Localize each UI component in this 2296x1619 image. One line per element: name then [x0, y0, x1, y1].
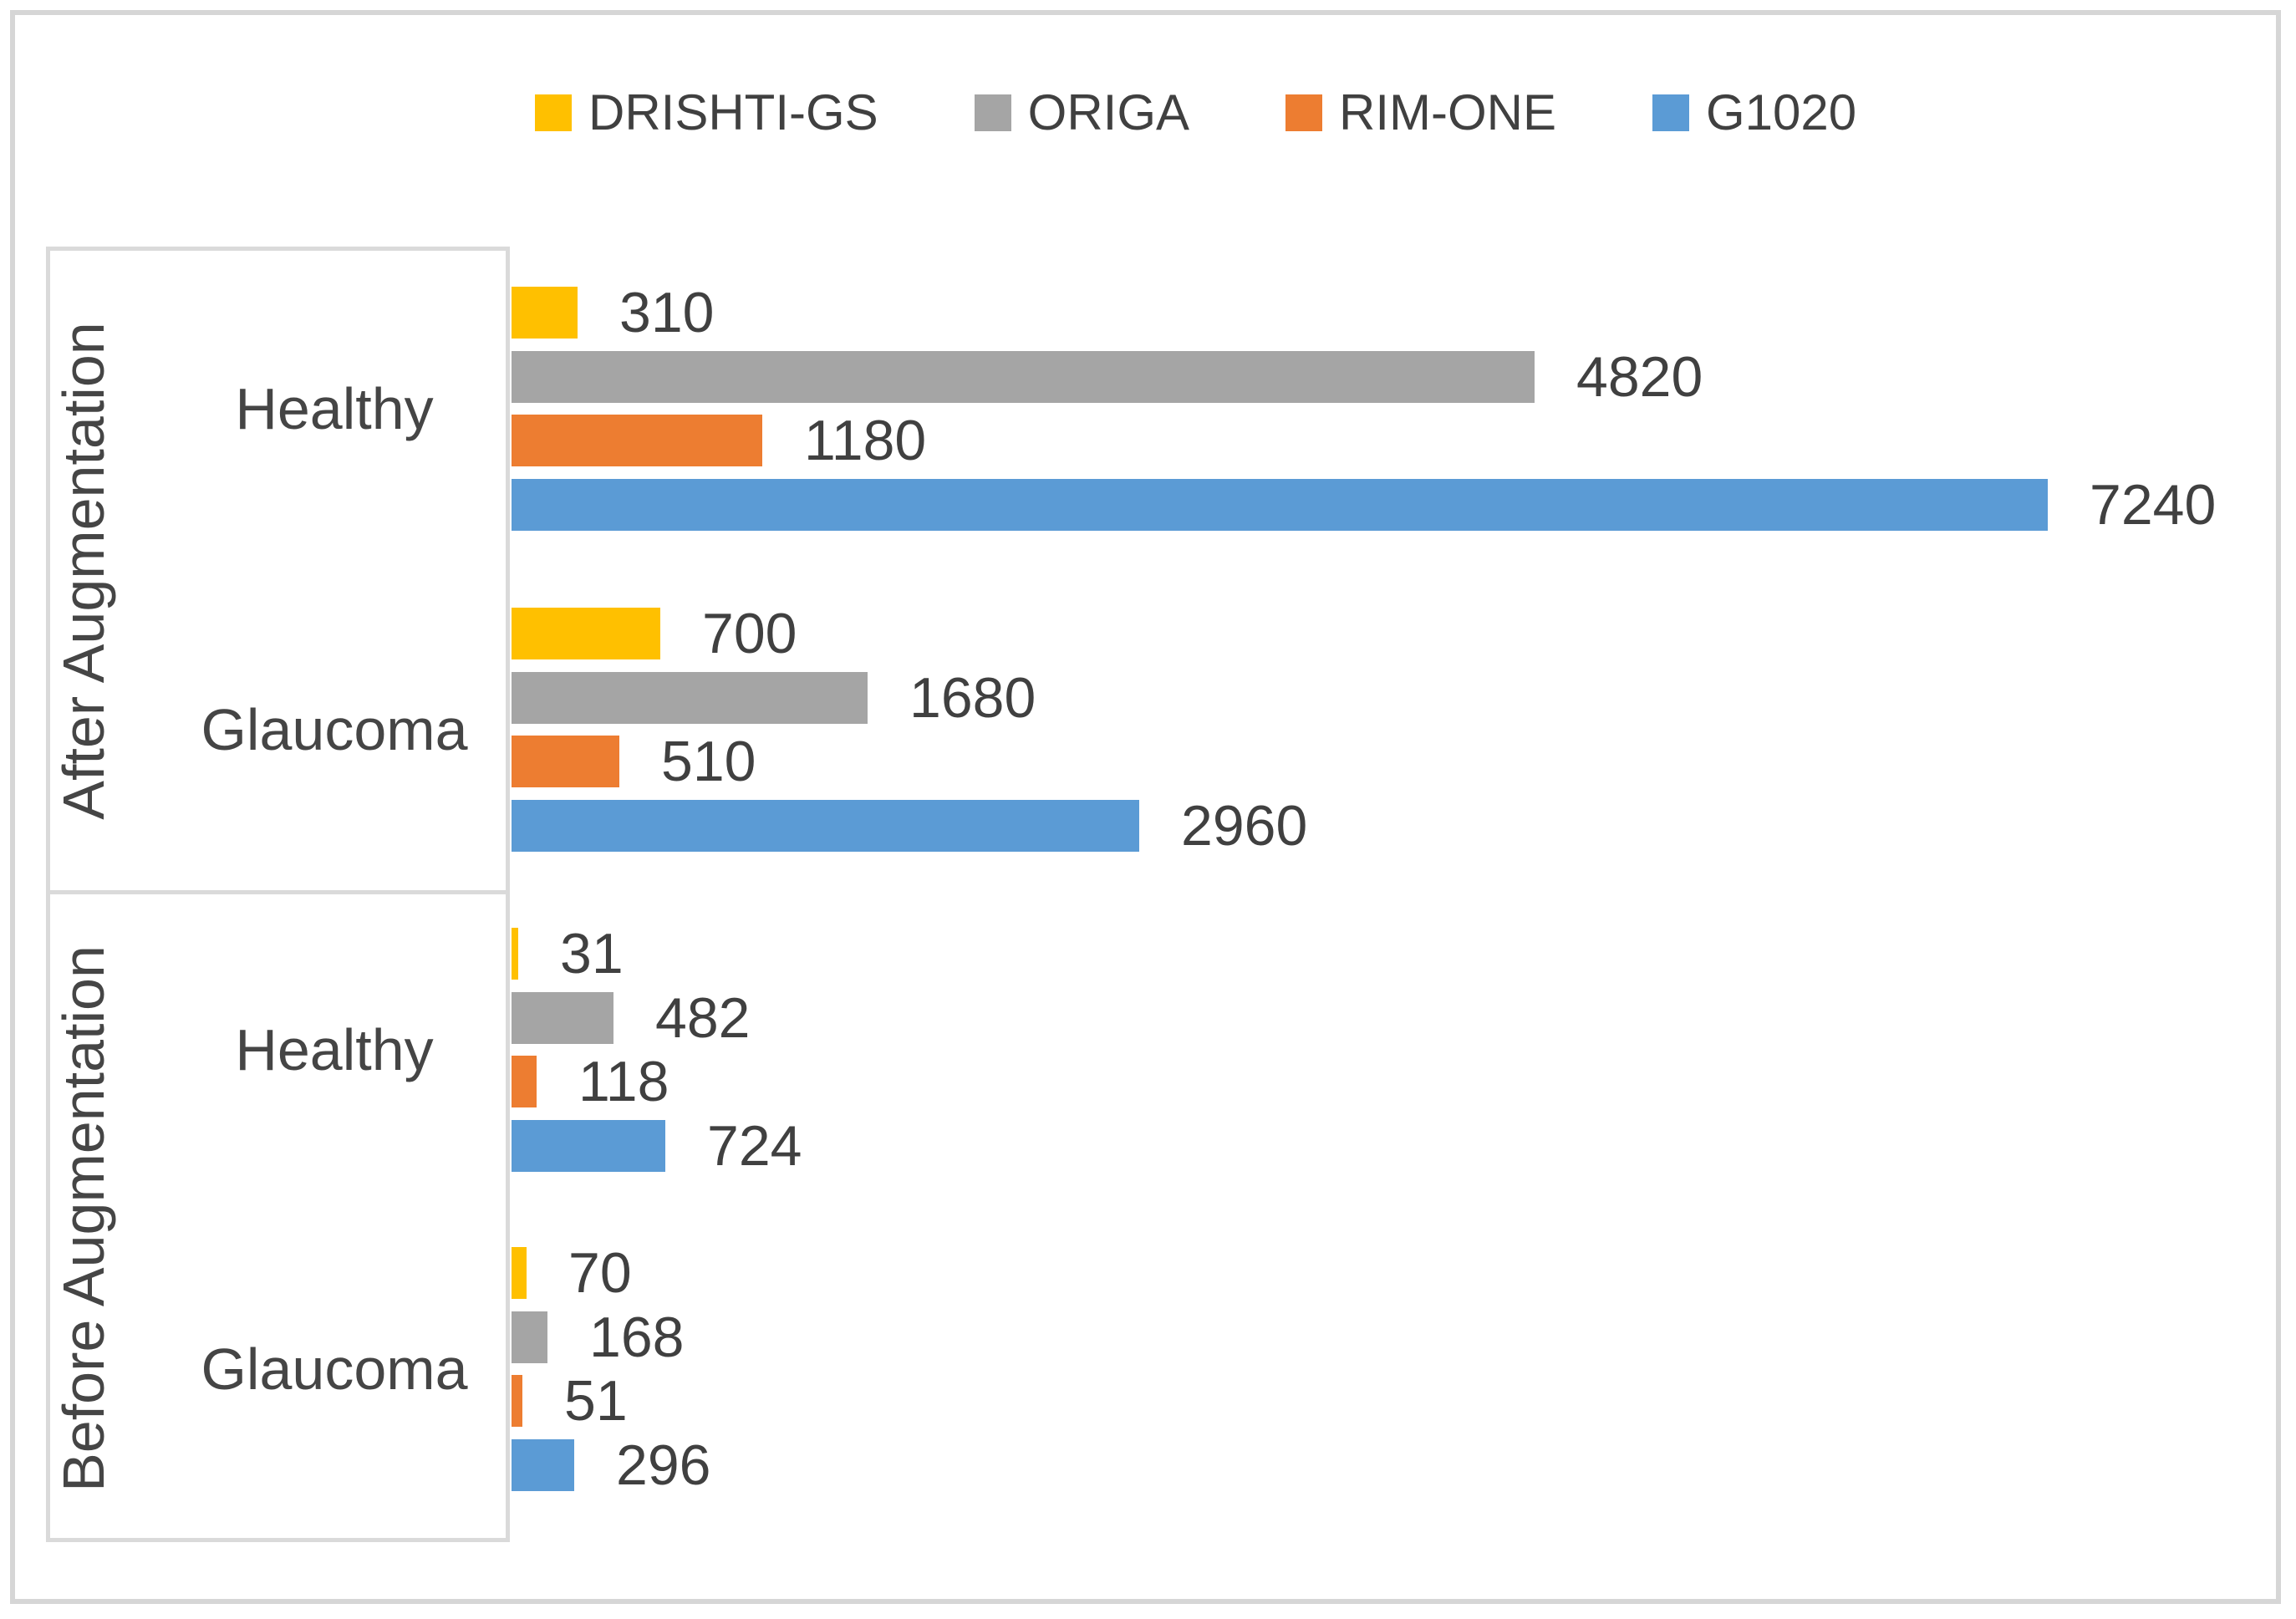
bar-value-label: 168	[589, 1305, 685, 1369]
bar	[512, 478, 2048, 531]
bar	[512, 671, 868, 724]
bar-value-label: 510	[661, 730, 756, 794]
category-label: Glaucoma	[201, 1336, 468, 1402]
bar	[512, 608, 660, 659]
bar-value-label: 118	[578, 1050, 669, 1114]
legend-item: DRISHTI-GS	[535, 88, 878, 138]
bar-value-label: 4820	[1576, 344, 1703, 409]
category-label: Healthy	[235, 375, 434, 441]
section-box	[46, 894, 510, 1542]
bar	[512, 1375, 522, 1428]
legend-item: RIM-ONE	[1285, 88, 1556, 138]
bar	[512, 1119, 665, 1172]
legend-item: ORIGA	[974, 84, 1190, 140]
category-label: Glaucoma	[201, 696, 468, 762]
legend-swatch-icon	[1652, 94, 1690, 131]
category-label: Healthy	[235, 1016, 434, 1082]
bar-value-label: 700	[702, 602, 797, 665]
bar-value-label: 1180	[804, 409, 927, 473]
legend-label: G1020	[1706, 84, 1857, 140]
bar-value-label: 1680	[909, 665, 1036, 730]
legend-item: G1020	[1652, 88, 1856, 138]
bar-value-label: 70	[568, 1241, 632, 1305]
legend-label: DRISHTI-GS	[588, 84, 878, 140]
legend-label: ORIGA	[1027, 84, 1190, 140]
legend-swatch-icon	[535, 94, 572, 131]
bar	[512, 799, 1139, 852]
bar-value-label: 482	[655, 985, 751, 1050]
legend-label: RIM-ONE	[1339, 84, 1557, 140]
bar-value-label: 724	[707, 1113, 802, 1178]
chart-legend: DRISHTI-GS ORIGA RIM-ONE G1020	[535, 79, 1856, 146]
bar-value-label: 51	[564, 1369, 628, 1433]
bar-value-label: 296	[616, 1433, 711, 1497]
bar	[512, 1247, 527, 1299]
bar-value-label: 310	[619, 281, 715, 344]
bar	[512, 1056, 537, 1108]
legend-swatch-icon	[1285, 94, 1323, 131]
section-box	[46, 247, 510, 894]
legend-swatch-icon	[974, 94, 1011, 131]
bar	[512, 736, 619, 788]
bar	[512, 991, 613, 1044]
bar	[512, 928, 518, 980]
bar-value-label: 31	[560, 922, 624, 985]
bar	[512, 1311, 547, 1363]
bar	[512, 1438, 574, 1491]
bar-value-label: 7240	[2090, 472, 2217, 537]
bar	[512, 287, 578, 339]
bar-value-label: 2960	[1181, 793, 1308, 858]
bar	[512, 415, 762, 467]
bar	[512, 350, 1535, 403]
